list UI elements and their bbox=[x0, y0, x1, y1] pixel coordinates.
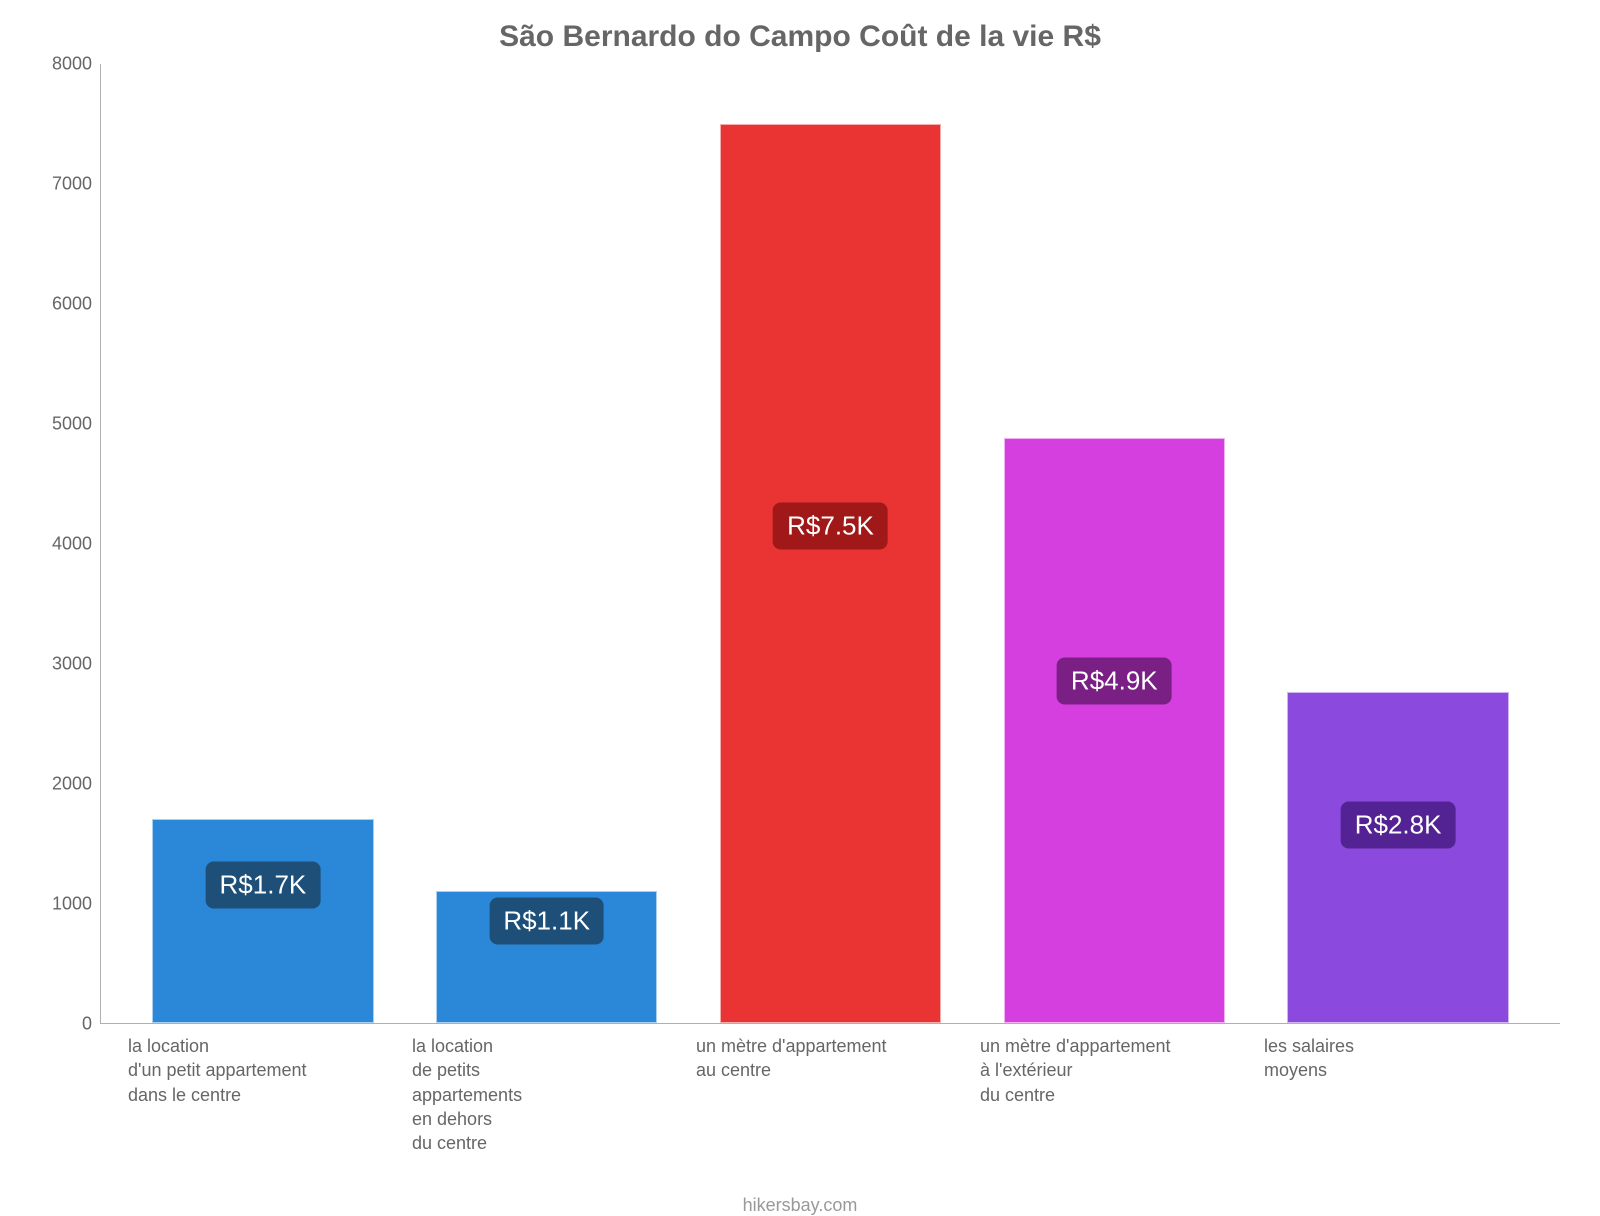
y-tick: 1000 bbox=[40, 894, 92, 915]
y-tick: 8000 bbox=[40, 54, 92, 75]
value-badge: R$7.5K bbox=[773, 502, 888, 549]
y-tick: 3000 bbox=[40, 654, 92, 675]
value-badge: R$1.1K bbox=[489, 898, 604, 945]
y-tick: 2000 bbox=[40, 774, 92, 795]
bar-slot: R$7.5K bbox=[689, 64, 973, 1023]
y-tick: 6000 bbox=[40, 294, 92, 315]
value-badge: R$4.9K bbox=[1057, 658, 1172, 705]
x-label: la location d'un petit appartement dans … bbox=[120, 1034, 404, 1155]
value-badge: R$2.8K bbox=[1341, 802, 1456, 849]
chart-title: São Bernardo do Campo Coût de la vie R$ bbox=[40, 20, 1560, 54]
plot-area: R$1.7K R$1.1K R$7.5K R$4.9K R$2.8K bbox=[100, 64, 1560, 1024]
y-tick: 0 bbox=[40, 1014, 92, 1035]
y-tick: 7000 bbox=[40, 174, 92, 195]
x-axis: la location d'un petit appartement dans … bbox=[40, 1024, 1560, 1155]
bar bbox=[1004, 438, 1225, 1023]
x-label: un mètre d'appartement au centre bbox=[688, 1034, 972, 1155]
value-badge: R$1.7K bbox=[206, 862, 321, 909]
plot-wrap: 010002000300040005000600070008000 R$1.7K… bbox=[40, 64, 1560, 1024]
x-label: les salaires moyens bbox=[1256, 1034, 1540, 1155]
x-label: un mètre d'appartement à l'extérieur du … bbox=[972, 1034, 1256, 1155]
bar-slot: R$1.7K bbox=[121, 64, 405, 1023]
bar bbox=[152, 819, 373, 1023]
bar-slot: R$1.1K bbox=[405, 64, 689, 1023]
bar-slot: R$4.9K bbox=[972, 64, 1256, 1023]
x-label: la location de petits appartements en de… bbox=[404, 1034, 688, 1155]
chart-container: São Bernardo do Campo Coût de la vie R$ … bbox=[0, 0, 1600, 1200]
bar bbox=[720, 124, 941, 1023]
bar-slot: R$2.8K bbox=[1256, 64, 1540, 1023]
y-axis: 010002000300040005000600070008000 bbox=[40, 64, 100, 1024]
y-tick: 4000 bbox=[40, 534, 92, 555]
footer-credit: hikersbay.com bbox=[40, 1195, 1560, 1216]
bars-row: R$1.7K R$1.1K R$7.5K R$4.9K R$2.8K bbox=[101, 64, 1560, 1023]
bar bbox=[1287, 692, 1508, 1023]
y-tick: 5000 bbox=[40, 414, 92, 435]
